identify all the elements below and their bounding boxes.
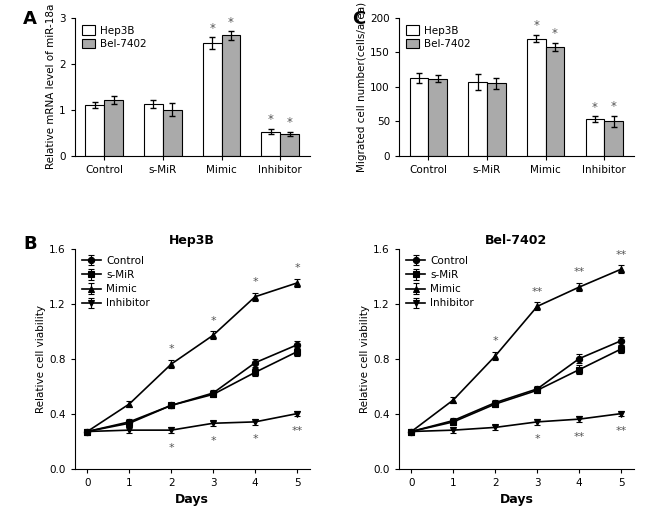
Text: *: * bbox=[552, 27, 558, 40]
Text: **: ** bbox=[291, 426, 303, 436]
Text: *: * bbox=[611, 100, 617, 113]
Bar bbox=[222, 36, 240, 156]
Text: **: ** bbox=[573, 432, 585, 441]
Text: **: ** bbox=[573, 267, 585, 278]
Text: C: C bbox=[352, 10, 365, 28]
Bar bbox=[261, 132, 280, 156]
Bar bbox=[487, 83, 506, 156]
Title: Hep3B: Hep3B bbox=[169, 234, 215, 247]
Title: Bel-7402: Bel-7402 bbox=[485, 234, 547, 247]
Text: *: * bbox=[493, 336, 498, 346]
Bar bbox=[527, 39, 545, 156]
X-axis label: Days: Days bbox=[176, 493, 209, 506]
Bar bbox=[468, 82, 487, 156]
Bar bbox=[545, 47, 564, 156]
Text: *: * bbox=[211, 316, 216, 325]
Text: *: * bbox=[592, 100, 598, 114]
Legend: Hep3B, Bel-7402: Hep3B, Bel-7402 bbox=[404, 23, 473, 51]
Y-axis label: Relative cell viability: Relative cell viability bbox=[361, 304, 370, 413]
Text: A: A bbox=[23, 10, 37, 28]
Text: *: * bbox=[252, 277, 258, 287]
Bar bbox=[144, 104, 163, 156]
Bar bbox=[428, 79, 447, 156]
Bar bbox=[410, 78, 428, 156]
Text: *: * bbox=[287, 116, 292, 129]
Bar bbox=[203, 43, 222, 156]
Y-axis label: Migrated cell number(cells/area): Migrated cell number(cells/area) bbox=[358, 2, 367, 172]
Bar bbox=[604, 121, 623, 156]
Text: B: B bbox=[23, 235, 36, 253]
Legend: Hep3B, Bel-7402: Hep3B, Bel-7402 bbox=[80, 23, 148, 51]
Bar bbox=[85, 105, 104, 156]
Text: *: * bbox=[268, 113, 274, 126]
Y-axis label: Relative cell viability: Relative cell viability bbox=[36, 304, 46, 413]
Text: *: * bbox=[294, 263, 300, 273]
Text: *: * bbox=[533, 20, 540, 32]
Bar bbox=[280, 134, 299, 156]
Text: **: ** bbox=[616, 426, 627, 436]
Y-axis label: Relative mRNA level of miR-18a: Relative mRNA level of miR-18a bbox=[46, 4, 57, 169]
Text: *: * bbox=[228, 15, 234, 28]
Text: *: * bbox=[168, 442, 174, 453]
Bar bbox=[104, 99, 123, 156]
Text: **: ** bbox=[532, 287, 543, 297]
Text: *: * bbox=[534, 434, 540, 444]
Text: *: * bbox=[252, 434, 258, 444]
X-axis label: Days: Days bbox=[499, 493, 533, 506]
Legend: Control, s-MiR, Mimic, Inhibitor: Control, s-MiR, Mimic, Inhibitor bbox=[80, 254, 152, 311]
Text: *: * bbox=[168, 345, 174, 354]
Text: *: * bbox=[209, 22, 215, 35]
Bar bbox=[586, 119, 604, 156]
Legend: Control, s-MiR, Mimic, Inhibitor: Control, s-MiR, Mimic, Inhibitor bbox=[404, 254, 476, 311]
Text: **: ** bbox=[616, 250, 627, 260]
Bar bbox=[163, 110, 181, 156]
Text: *: * bbox=[211, 436, 216, 445]
